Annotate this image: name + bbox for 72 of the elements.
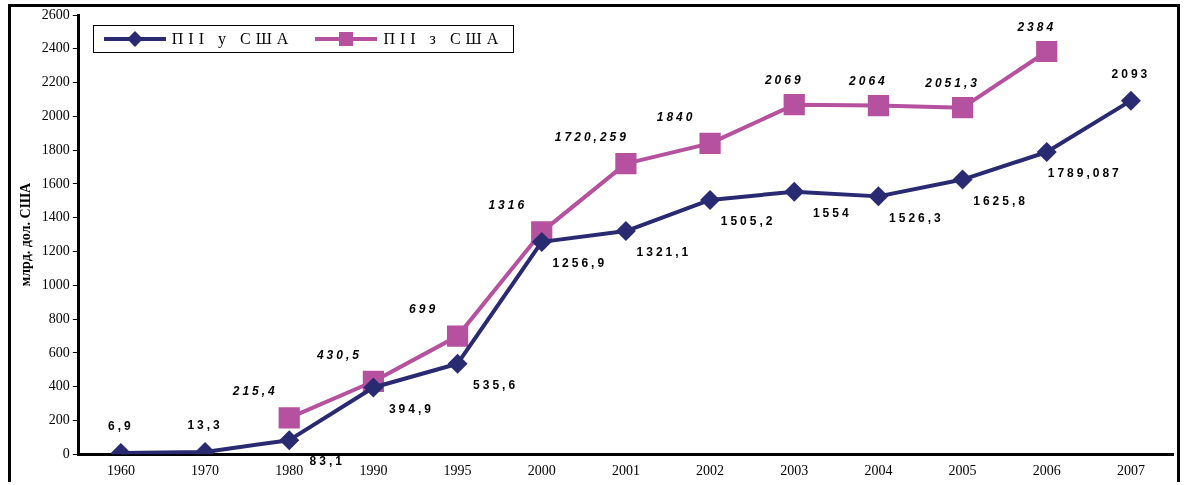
- x-tick-label: 1960: [106, 463, 135, 479]
- point: [1036, 40, 1058, 63]
- data-label: 1625,8: [973, 193, 1028, 208]
- data-label: 394,9: [388, 401, 434, 416]
- x-tick-label: 2005: [948, 463, 977, 479]
- data-label: 2093: [1111, 66, 1151, 81]
- data-label: 1720,259: [554, 129, 629, 144]
- y-tick-label: 1000: [41, 276, 70, 292]
- y-tick-label: 400: [48, 378, 70, 394]
- point: [615, 221, 636, 242]
- x-tick-label: 1970: [191, 463, 220, 479]
- y-tick-label: 2000: [41, 108, 70, 124]
- point: [278, 407, 300, 429]
- point: [700, 189, 721, 210]
- y-tick-label: 600: [48, 344, 70, 360]
- y-tick-label: 1600: [41, 175, 70, 191]
- legend-label: ПІІ у США: [171, 30, 294, 48]
- data-label: 2051,3: [924, 76, 980, 90]
- point: [447, 353, 468, 374]
- x-tick-label: 2004: [864, 463, 893, 479]
- y-tick-label: 800: [48, 310, 70, 326]
- data-label: 2384: [1016, 19, 1057, 34]
- point: [868, 186, 889, 207]
- point: [783, 94, 805, 116]
- data-label: 430,5: [315, 347, 362, 362]
- point: [531, 231, 552, 252]
- data-label: 215,4: [231, 384, 278, 399]
- data-label: 1526,3: [889, 210, 944, 225]
- point: [363, 377, 384, 398]
- y-tick-label: 2600: [41, 6, 70, 22]
- data-label: 83,1: [309, 454, 345, 469]
- point: [615, 153, 637, 175]
- data-label: 1789,087: [1047, 166, 1122, 181]
- point: [784, 181, 805, 202]
- point: [279, 430, 300, 451]
- point: [1120, 90, 1141, 111]
- y-tick-label: 2400: [41, 40, 70, 56]
- point: [699, 132, 721, 154]
- y-tick-label: 1400: [41, 209, 70, 225]
- data-label: 1316: [488, 198, 528, 213]
- data-label: 6,9: [108, 419, 134, 434]
- x-tick-label: 2000: [527, 463, 556, 479]
- data-label: 699: [409, 302, 439, 317]
- point: [952, 169, 973, 190]
- point: [1036, 141, 1057, 162]
- y-tick-label: 200: [48, 412, 70, 428]
- y-tick-label: 1800: [41, 141, 70, 157]
- x-tick-label: 2002: [696, 463, 725, 479]
- legend-label: ПІІ з США: [383, 30, 504, 48]
- point: [951, 97, 974, 119]
- x-tick-label: 1980: [275, 463, 304, 479]
- data-label: 13,3: [187, 418, 223, 433]
- x-tick-label: 2003: [780, 463, 809, 479]
- data-label: 2069: [763, 73, 804, 88]
- x-tick-label: 2006: [1032, 463, 1061, 479]
- x-tick-label: 1995: [443, 463, 472, 479]
- data-label: 1321,1: [636, 245, 692, 260]
- x-tick-label: 1990: [359, 463, 388, 479]
- y-axis-title: млрд. дол. США: [18, 182, 34, 287]
- y-tick-label: 0: [62, 445, 70, 461]
- data-label: 1505,2: [720, 214, 776, 229]
- point: [446, 325, 469, 347]
- x-tick-label: 2001: [611, 463, 640, 479]
- data-label: 2064: [848, 73, 888, 88]
- point: [867, 94, 890, 117]
- data-label: 1256,9: [552, 256, 608, 271]
- data-label: 1554: [812, 206, 852, 221]
- data-label: 535,6: [473, 378, 519, 393]
- y-tick-label: 2200: [41, 74, 70, 90]
- x-tick-label: 2007: [1116, 463, 1145, 479]
- y-tick-label: 1200: [41, 243, 70, 259]
- data-label: 1840: [656, 109, 696, 124]
